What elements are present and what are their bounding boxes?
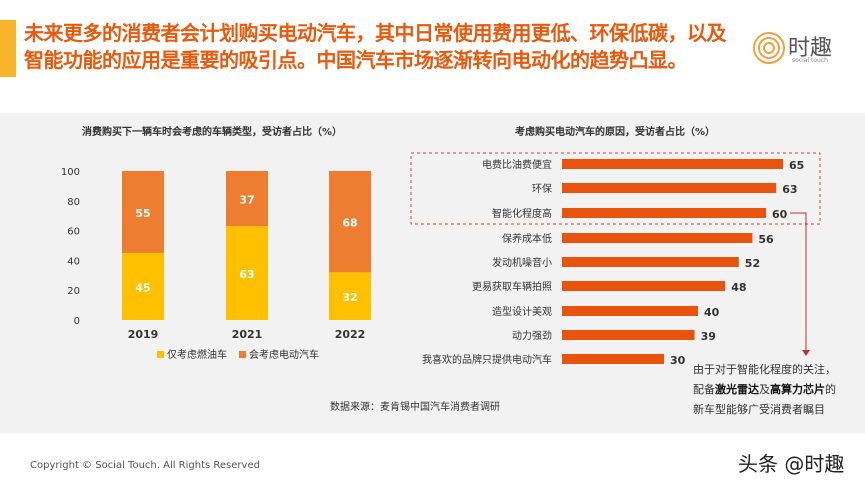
t: 及: [759, 383, 770, 396]
y-tick-label: 40: [67, 256, 80, 267]
x-tick-label: 2021: [232, 328, 263, 341]
data-label: 65: [789, 159, 804, 172]
data-label: 56: [758, 233, 774, 246]
highlight-box: [410, 152, 821, 225]
bar-segment: [329, 171, 371, 273]
t-bold: 高算力芯片: [770, 383, 825, 396]
data-label: 63: [239, 268, 254, 281]
arrow-head-icon: [802, 350, 810, 356]
bar: [562, 208, 766, 218]
logo-name: 时趣: [788, 36, 833, 61]
legend-label: 仅考虑燃油车: [167, 348, 227, 361]
data-label: 45: [135, 281, 150, 294]
legend-label: 会考虑电动汽车: [249, 348, 319, 361]
left-chart-title: 消费购买下一辆车时会考虑的车辆类型，受访者占比（%）: [82, 125, 342, 138]
data-label: 68: [342, 217, 357, 230]
x-tick-label: 2019: [128, 328, 159, 341]
data-label: 55: [135, 207, 150, 220]
category-label: 造型设计美观: [492, 305, 552, 318]
t: 的: [825, 383, 836, 396]
category-label: 动力强劲: [512, 329, 552, 342]
bar: [562, 354, 664, 364]
bar: [562, 159, 783, 169]
y-tick-label: 80: [67, 197, 80, 208]
data-source: 数据来源：麦肯锡中国汽车消费者调研: [330, 402, 500, 413]
data-label: 52: [745, 257, 760, 270]
legend-swatch: [157, 351, 164, 358]
y-tick-label: 0: [74, 316, 80, 327]
bar-segment: [226, 171, 268, 227]
t-bold: 激光雷达: [715, 383, 759, 396]
data-label: 40: [704, 306, 720, 319]
bar: [562, 281, 726, 291]
annotation: 由于对于智能化程度的关注， 配备激光雷达及高算力芯片的 新车型能够广受消费者瞩目: [693, 360, 836, 420]
y-tick-label: 100: [61, 167, 80, 178]
watermark: 头条 @时趣: [738, 452, 845, 476]
data-label: 63: [782, 183, 797, 196]
data-label: 48: [731, 281, 746, 294]
t: 配备: [693, 383, 715, 396]
bar: [562, 183, 777, 193]
category-label: 保养成本低: [502, 232, 552, 245]
logo-rings-icon: [753, 32, 785, 64]
category-label: 电费比油费便宜: [482, 158, 552, 171]
legend-swatch: [239, 351, 246, 358]
annotation-line2: 配备激光雷达及高算力芯片的: [693, 380, 836, 400]
logo-sub: social touch: [792, 57, 828, 64]
data-label: 32: [342, 291, 357, 304]
annotation-line3: 新车型能够广受消费者瞩目: [693, 403, 825, 416]
annotation-line1: 由于对于智能化程度的关注，: [693, 363, 836, 376]
category-label: 环保: [532, 182, 552, 195]
category-label: 智能化程度高: [492, 207, 552, 220]
bar-segment: [122, 171, 164, 253]
bar: [562, 330, 695, 340]
right-chart-title: 考虑购买电动汽车的原因，受访者占比（%）: [515, 125, 715, 138]
bar: [562, 233, 753, 243]
data-label: 39: [701, 330, 716, 343]
data-label: 60: [772, 208, 788, 221]
copyright: Copyright © Social Touch. All Rights Res…: [30, 460, 260, 471]
arrow-line: [790, 212, 807, 350]
bar: [562, 257, 739, 267]
data-label: 30: [670, 354, 686, 367]
data-label: 37: [239, 194, 254, 207]
title-accent-bar: [0, 20, 16, 77]
y-tick-label: 60: [67, 227, 80, 238]
y-tick-label: 20: [67, 286, 80, 297]
category-label: 我喜欢的品牌只提供电动汽车: [422, 353, 552, 366]
bar-segment: [122, 252, 164, 320]
bar: [562, 306, 698, 316]
bar-segment: [226, 226, 268, 320]
bar-segment: [329, 272, 371, 320]
x-tick-label: 2022: [335, 328, 366, 341]
page-title: 未来更多的消费者会计划购买电动汽车，其中日常使用费用更低、环保低碳，以及智能功能…: [24, 21, 727, 72]
logo: 时趣 social touch: [752, 28, 852, 68]
category-label: 更易获取车辆拍照: [472, 280, 552, 293]
category-label: 发动机噪音小: [492, 256, 552, 269]
